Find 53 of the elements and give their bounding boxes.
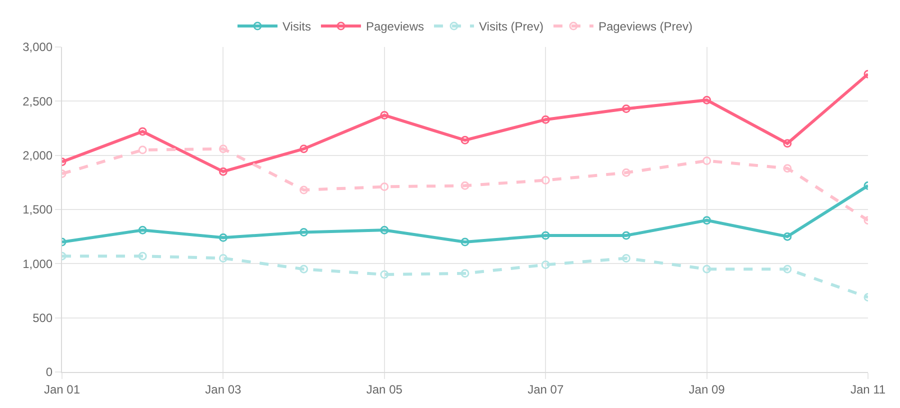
point [622, 231, 630, 240]
point [702, 216, 712, 225]
point [300, 264, 308, 274]
point [541, 260, 550, 269]
y-tick-label: 2,500 [22, 94, 53, 108]
point [541, 176, 550, 184]
point [218, 144, 228, 154]
x-tick-label: Jan 11 [850, 382, 886, 396]
x-tick-label: Jan 01 [44, 382, 80, 396]
point [541, 115, 550, 124]
legend-label: Pageviews [366, 20, 424, 34]
point [622, 104, 630, 113]
point [300, 144, 308, 154]
point [300, 228, 308, 236]
x-tick-label: Jan 05 [366, 382, 403, 396]
point [460, 181, 470, 190]
x-tick-label: Jan 09 [688, 382, 726, 396]
point [138, 226, 147, 234]
point [218, 167, 228, 176]
legend-label: Visits (Prev) [478, 20, 544, 34]
point [702, 264, 712, 274]
point [218, 254, 228, 262]
point [622, 168, 630, 177]
y-tick-label: 1,000 [22, 256, 53, 271]
point [702, 156, 712, 165]
y-tick-label: 500 [32, 311, 53, 326]
point [541, 231, 550, 240]
point [138, 252, 147, 260]
point [783, 164, 792, 173]
point [460, 269, 470, 278]
point [783, 139, 792, 148]
legend-label: Pageviews (Prev) [598, 20, 692, 34]
x-tick-label: Jan 03 [205, 382, 242, 396]
point [138, 127, 147, 136]
y-tick-label: 3,000 [22, 40, 53, 54]
point [460, 238, 470, 246]
x-tick-label: Jan 07 [528, 382, 564, 396]
point [702, 96, 712, 104]
point [380, 111, 389, 120]
y-tick-label: 0 [46, 365, 53, 380]
point [380, 182, 389, 191]
point [380, 270, 389, 279]
point [460, 136, 470, 144]
point [783, 264, 792, 274]
point [622, 254, 630, 262]
point [300, 186, 308, 194]
point [380, 226, 389, 234]
y-tick-label: 1,500 [22, 202, 53, 217]
y-tick-label: 2,000 [22, 148, 53, 163]
point [783, 232, 792, 241]
point [218, 233, 228, 242]
legend-label: Visits [282, 20, 311, 34]
point [138, 146, 147, 154]
